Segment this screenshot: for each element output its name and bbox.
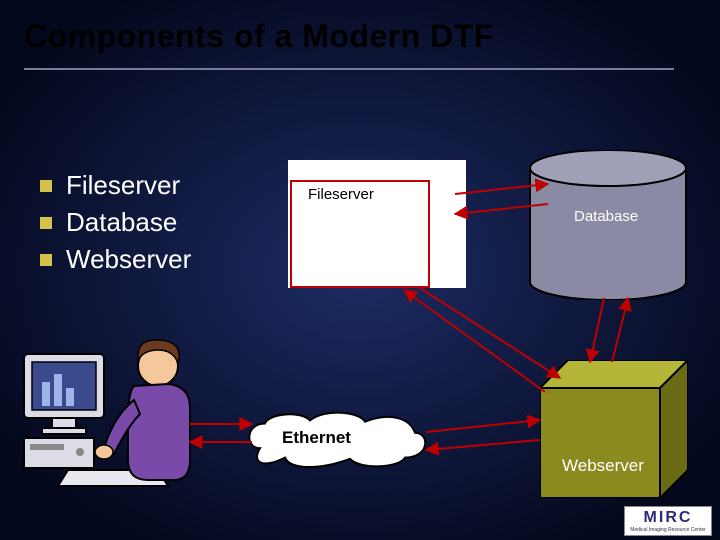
bullet-item: Webserver — [40, 244, 191, 275]
webserver-label: Webserver — [562, 456, 644, 476]
mirc-logo: MIRC Medical Imaging Resource Center — [624, 506, 712, 536]
arrow-fileserver-webserver — [404, 290, 545, 392]
slide-title: Components of a Modern DTF — [24, 18, 494, 55]
database-cylinder — [528, 150, 688, 300]
bullet-list: Fileserver Database Webserver — [40, 170, 191, 281]
arrow-ethernet-webserver — [426, 420, 540, 432]
bullet-item: Database — [40, 207, 191, 238]
title-underline — [24, 68, 674, 70]
logo-subtitle: Medical Imaging Resource Center — [630, 528, 706, 533]
ethernet-label: Ethernet — [282, 428, 351, 448]
bullet-text: Fileserver — [66, 170, 180, 201]
fileserver-label: Fileserver — [308, 186, 374, 203]
bullet-marker-icon — [40, 180, 52, 192]
bullet-text: Webserver — [66, 244, 191, 275]
bullet-marker-icon — [40, 254, 52, 266]
logo-text: MIRC — [644, 510, 693, 526]
bullet-text: Database — [66, 207, 177, 238]
arrow-database-webserver — [590, 298, 604, 362]
database-label: Database — [574, 208, 638, 225]
user-at-computer-icon — [18, 330, 208, 505]
bullet-marker-icon — [40, 217, 52, 229]
arrow-fileserver-webserver — [420, 288, 560, 378]
webserver-cube — [540, 360, 688, 503]
arrow-database-webserver — [612, 298, 628, 362]
slide-root: Components of a Modern DTF Fileserver Data… — [0, 0, 720, 540]
arrow-ethernet-webserver — [426, 440, 540, 450]
bullet-item: Fileserver — [40, 170, 191, 201]
